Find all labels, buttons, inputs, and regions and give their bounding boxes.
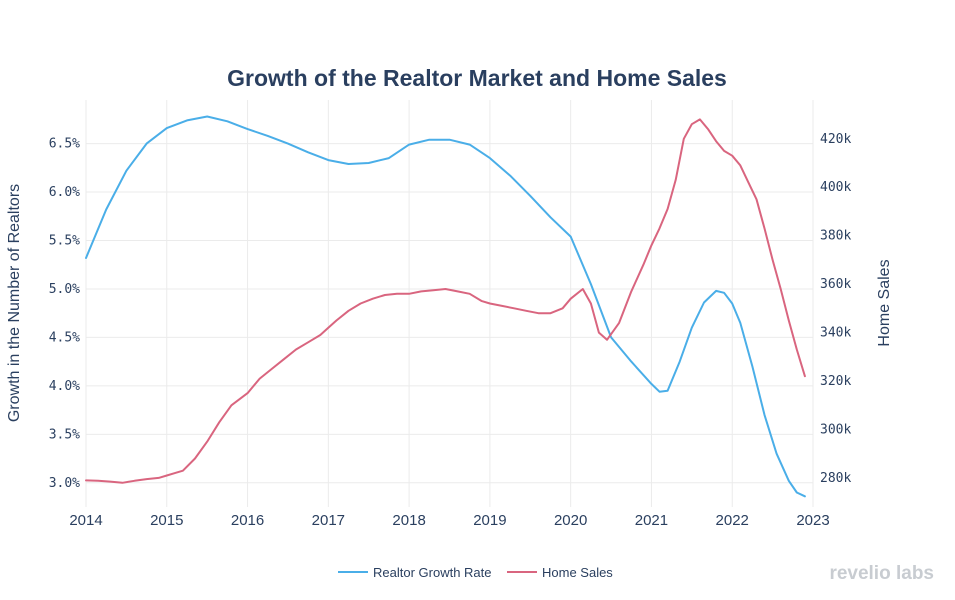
- left-y-axis-title: Growth in the Number of Realtors: [6, 184, 23, 422]
- left-y-axis-ticks: 3.0% 3.5% 4.0% 4.5% 5.0% 5.5% 6.0% 6.5%: [49, 137, 80, 491]
- legend-item-home-sales[interactable]: Home Sales: [507, 565, 613, 580]
- y-right-tick-label-420k: 420k: [820, 132, 851, 147]
- x-tick-label-2020: 2020: [554, 512, 587, 529]
- legend-label-realtor-growth-rate: Realtor Growth Rate: [373, 565, 492, 580]
- y-left-tick-label-4.5%: 4.5%: [49, 330, 80, 345]
- y-right-tick-label-300k: 300k: [820, 422, 851, 437]
- x-tick-label-2014: 2014: [69, 512, 102, 529]
- series-lines: [85, 115, 806, 498]
- x-tick-label-2019: 2019: [473, 512, 506, 529]
- x-tick-label-2017: 2017: [312, 512, 345, 529]
- x-tick-label-2021: 2021: [635, 512, 668, 529]
- y-right-tick-label-280k: 280k: [820, 471, 851, 486]
- y-right-tick-label-380k: 380k: [820, 229, 851, 244]
- x-tick-label-2022: 2022: [716, 512, 749, 529]
- legend-item-realtor-growth-rate[interactable]: Realtor Growth Rate: [338, 565, 492, 580]
- chart-title: Growth of the Realtor Market and Home Sa…: [227, 65, 727, 91]
- y-right-tick-label-340k: 340k: [820, 326, 851, 341]
- series-line-realtor-growth-rate: [85, 115, 806, 498]
- y-left-tick-label-6.5%: 6.5%: [49, 137, 80, 152]
- right-y-axis-ticks: 280k 300k 320k 340k 360k 380k 400k 420k: [820, 132, 851, 486]
- y-left-tick-label-3.0%: 3.0%: [49, 476, 80, 491]
- x-tick-label-2016: 2016: [231, 512, 264, 529]
- legend-label-home-sales: Home Sales: [542, 565, 613, 580]
- x-tick-label-2018: 2018: [392, 512, 425, 529]
- y-left-tick-label-3.5%: 3.5%: [49, 427, 80, 442]
- y-left-tick-label-4.0%: 4.0%: [49, 379, 80, 394]
- y-left-tick-label-5.0%: 5.0%: [49, 282, 80, 297]
- x-tick-label-2015: 2015: [150, 512, 183, 529]
- y-right-tick-label-400k: 400k: [820, 180, 851, 195]
- y-right-tick-label-360k: 360k: [820, 277, 851, 292]
- y-left-tick-label-6.0%: 6.0%: [49, 185, 80, 200]
- y-right-tick-label-320k: 320k: [820, 374, 851, 389]
- right-y-axis-title: Home Sales: [876, 259, 893, 346]
- x-tick-label-2023: 2023: [796, 512, 829, 529]
- y-left-tick-label-5.5%: 5.5%: [49, 234, 80, 249]
- series-line-home-sales: [85, 118, 806, 484]
- gridlines: [85, 100, 814, 507]
- brand-logo: revelio labs: [829, 563, 934, 584]
- x-axis-ticks: 2014 2015 2016 2017 2018 2019 2020 2021 2022 2023: [69, 512, 829, 529]
- legend[interactable]: Realtor Growth Rate Home Sales: [338, 565, 613, 580]
